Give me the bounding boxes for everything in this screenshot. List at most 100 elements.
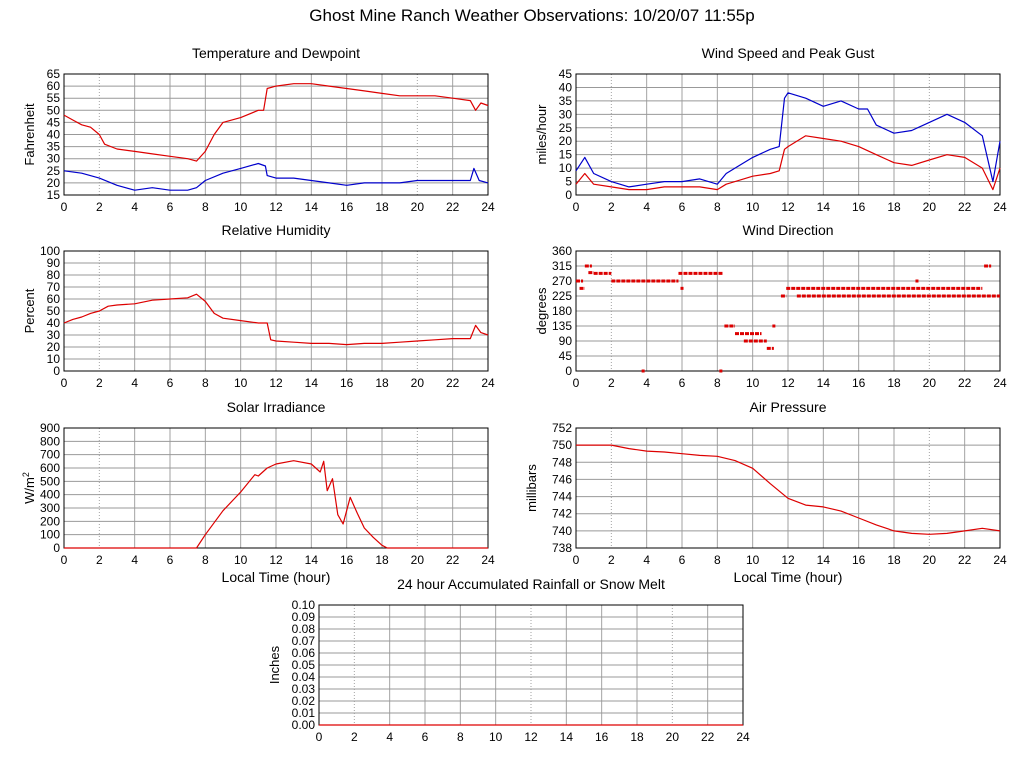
y-tick-label: 135 <box>552 319 572 333</box>
direction-point <box>772 324 776 328</box>
x-tick-label: 18 <box>887 200 901 214</box>
y-tick-label: 15 <box>559 148 573 162</box>
x-tick-label: 18 <box>887 553 901 567</box>
y-tick-label: 60 <box>47 79 61 93</box>
x-tick-label: 4 <box>643 553 650 567</box>
x-tick-label: 6 <box>679 553 686 567</box>
x-tick-label: 14 <box>817 376 831 390</box>
y-tick-label: 0 <box>565 364 572 378</box>
x-tick-label: 22 <box>958 200 972 214</box>
y-tick-label: 270 <box>552 274 572 288</box>
y-tick-label: 25 <box>47 164 61 178</box>
x-tick-label: 22 <box>446 200 460 214</box>
x-tick-label: 0 <box>573 200 580 214</box>
series-line-0 <box>64 460 488 549</box>
x-tick-label: 24 <box>993 376 1007 390</box>
y-tick-label: 65 <box>47 67 61 81</box>
x-tick-label: 10 <box>234 553 248 567</box>
chart-title: Wind Direction <box>742 222 833 238</box>
x-tick-label: 12 <box>269 376 283 390</box>
x-tick-label: 10 <box>746 376 760 390</box>
x-tick-label: 20 <box>923 200 937 214</box>
y-tick-label: 0.02 <box>292 694 316 708</box>
x-tick-label: 16 <box>340 376 354 390</box>
y-tick-label: 90 <box>559 334 573 348</box>
y-tick-label: 0.04 <box>292 670 316 684</box>
x-tick-label: 2 <box>96 200 103 214</box>
y-tick-label: 0 <box>53 541 60 555</box>
x-tick-label: 24 <box>481 376 495 390</box>
plot-frame <box>575 427 1001 549</box>
y-tick-label: 30 <box>47 152 61 166</box>
y-tick-label: 0.00 <box>292 718 316 732</box>
x-tick-label: 12 <box>269 553 283 567</box>
y-tick-label: 55 <box>47 91 61 105</box>
y-tick-label: 740 <box>552 524 572 538</box>
y-tick-label: 20 <box>47 176 61 190</box>
x-tick-label: 12 <box>781 376 795 390</box>
x-tick-label: 0 <box>61 200 68 214</box>
plot-frame <box>63 73 489 196</box>
x-tick-label: 6 <box>167 376 174 390</box>
x-tick-label: 10 <box>234 376 248 390</box>
y-tick-label: 5 <box>565 175 572 189</box>
x-tick-label: 16 <box>852 376 866 390</box>
x-tick-label: 8 <box>202 376 209 390</box>
x-tick-label: 20 <box>411 376 425 390</box>
x-tick-label: 2 <box>608 200 615 214</box>
x-tick-label: 14 <box>305 553 319 567</box>
y-tick-label: 752 <box>552 421 572 435</box>
y-tick-label: 20 <box>559 134 573 148</box>
series-line-0 <box>575 92 1001 188</box>
x-tick-label: 0 <box>316 730 323 744</box>
y-tick-label: 800 <box>40 434 60 448</box>
y-tick-label: 40 <box>47 316 61 330</box>
x-tick-label: 20 <box>666 730 680 744</box>
series-line-0 <box>63 83 489 162</box>
chart-title: Relative Humidity <box>222 222 331 238</box>
y-tick-label: 45 <box>47 115 61 129</box>
y-tick-label: 70 <box>47 280 61 294</box>
y-axis-label: miles/hour <box>534 104 549 165</box>
y-tick-label: 0 <box>565 188 572 202</box>
x-tick-label: 6 <box>679 200 686 214</box>
y-axis-label-superscript: 2 <box>21 472 31 477</box>
chart-title: 24 hour Accumulated Rainfall or Snow Mel… <box>397 576 665 592</box>
x-tick-label: 8 <box>714 376 721 390</box>
y-tick-label: 0 <box>53 364 60 378</box>
y-tick-label: 0.08 <box>292 622 316 636</box>
chart-title: Temperature and Dewpoint <box>192 45 360 61</box>
y-tick-label: 60 <box>47 292 61 306</box>
y-tick-label: 225 <box>552 289 572 303</box>
x-tick-label: 2 <box>608 553 615 567</box>
x-axis-label: Local Time (hour) <box>734 569 843 585</box>
x-tick-label: 16 <box>340 200 354 214</box>
direction-point <box>719 369 723 373</box>
y-tick-label: 0.07 <box>292 634 316 648</box>
x-tick-label: 6 <box>679 376 686 390</box>
direction-point <box>641 369 645 373</box>
y-tick-label: 30 <box>47 328 61 342</box>
y-tick-label: 315 <box>552 259 572 273</box>
x-tick-label: 16 <box>340 553 354 567</box>
x-tick-label: 18 <box>375 200 389 214</box>
x-tick-label: 22 <box>446 553 460 567</box>
y-tick-label: 200 <box>40 514 60 528</box>
x-tick-label: 0 <box>61 376 68 390</box>
x-tick-label: 4 <box>643 200 650 214</box>
y-tick-label: 0.10 <box>292 598 316 612</box>
x-tick-label: 18 <box>375 376 389 390</box>
x-tick-label: 20 <box>411 553 425 567</box>
x-tick-label: 8 <box>714 200 721 214</box>
x-tick-label: 14 <box>305 200 319 214</box>
x-tick-label: 14 <box>560 730 574 744</box>
x-tick-label: 22 <box>958 553 972 567</box>
plot-frame <box>575 73 1001 196</box>
x-tick-label: 24 <box>481 553 495 567</box>
x-tick-label: 6 <box>167 200 174 214</box>
x-tick-label: 0 <box>573 553 580 567</box>
x-tick-label: 12 <box>781 553 795 567</box>
y-tick-label: 40 <box>559 80 573 94</box>
